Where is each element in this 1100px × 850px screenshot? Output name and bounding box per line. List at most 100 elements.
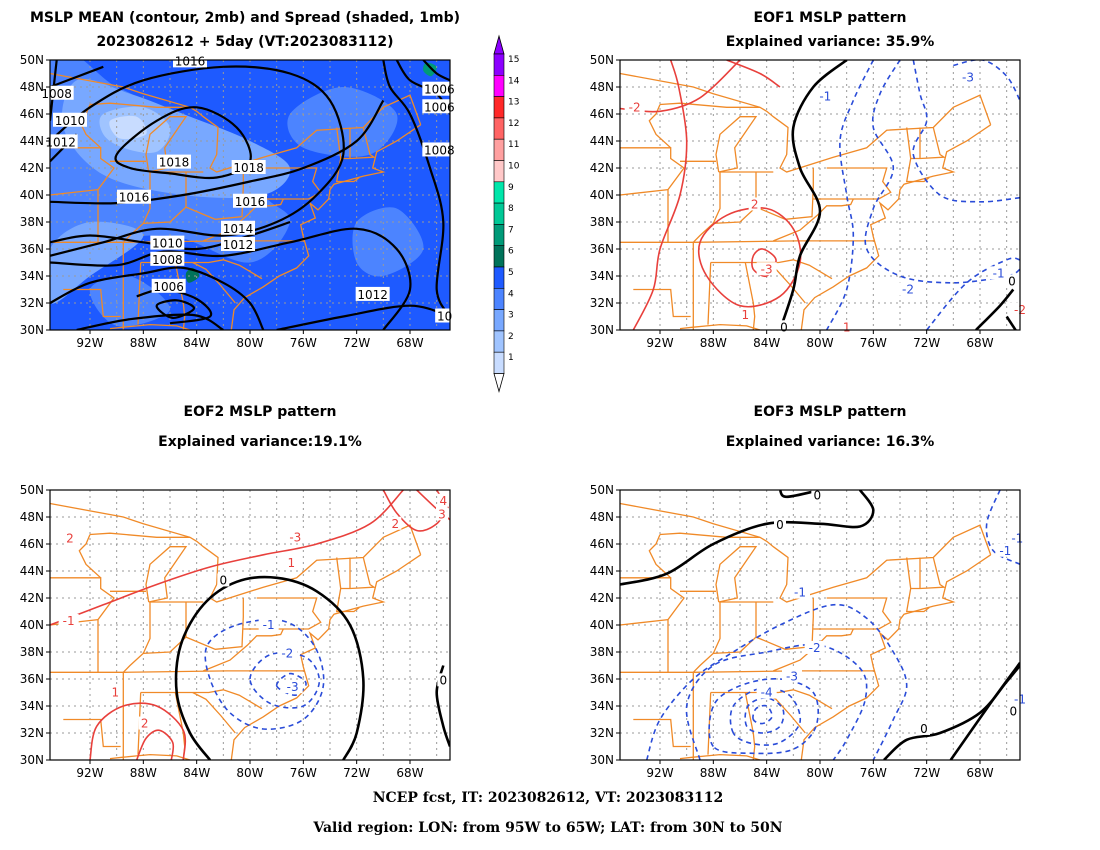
contour-line [135,729,175,760]
contour-label-bg [150,235,185,250]
boundary-line [185,168,244,220]
boundary-line [707,692,712,755]
boundary-line [679,753,761,761]
lon-tick-label: 80W [806,336,833,350]
contour-label: -1 [794,586,806,600]
lat-tick-label: 30N [20,323,44,337]
contour-label: 1006 [153,280,184,294]
boundary-line [905,557,930,613]
contour-label-bg [774,518,786,532]
boundary-line [713,172,757,225]
contour-label: -3 [786,669,798,683]
contour-label: 1 [742,308,750,322]
eof1-title: EOF1 MSLP pattern [753,10,907,26]
contour-line [949,662,1020,760]
boundary-line [192,691,236,734]
contour-label: 1014 [223,222,254,236]
contour-line [864,60,1020,284]
boundary-line [109,323,191,331]
contour-label: 2 [66,532,74,546]
boundary-line [185,598,244,650]
contour-label: 0 [1010,704,1018,718]
lat-tick-label: 40N [590,618,614,632]
boundary-line [89,532,190,538]
contour-label-bg [918,721,930,735]
contour-label: 1018 [233,161,264,175]
lat-tick-label: 42N [590,591,614,605]
lon-tick-label: 92W [76,766,103,780]
contour-label-bg [958,70,978,84]
boundary-line [813,597,892,630]
lon-tick-label: 72W [913,336,940,350]
contour-label: 1 [112,686,120,700]
boundary-line [89,102,190,108]
lat-tick-label: 30N [590,753,614,767]
colorbar-label: 5 [508,268,514,278]
lat-tick-label: 36N [590,242,614,256]
lat-tick-label: 38N [20,645,44,659]
contour-label: 0 [1008,274,1016,288]
contour-label-bg [624,100,645,114]
contour-label: 1016 [235,195,266,209]
contour-line [778,60,848,330]
contour-label-bg [995,543,1016,557]
lat-tick-label: 36N [590,672,614,686]
contour-label: 0 [780,320,788,334]
contour-label-bg [898,282,918,296]
state-boundaries [619,502,992,761]
boundary-line [744,262,756,331]
lat-tick-label: 46N [590,107,614,121]
lon-tick-label: 72W [913,766,940,780]
contour-label: 10 [437,310,452,324]
contour-line [752,704,773,725]
contour-label-bg [790,585,810,599]
contour-label-bg [64,531,76,545]
contour-line [204,618,325,731]
boundary-line [715,546,758,603]
lon-tick-label: 72W [343,336,370,350]
contour-line [620,490,875,586]
contour-label: -1 [999,544,1011,558]
colorbar-segment [493,288,505,310]
contour-line [50,65,345,257]
lon-tick-label: 76W [290,336,317,350]
contour-label-bg [389,516,402,530]
boundary-line [243,597,322,630]
colorbar-segment [493,160,505,183]
contour-label-bg [151,278,186,293]
boundary-line [620,147,694,330]
lat-tick-label: 46N [590,537,614,551]
contour-label-bg [437,493,450,507]
contour-label-bg [39,85,74,100]
boundary-line [773,198,854,242]
contour-label: -1 [263,618,275,632]
contour-label-bg [221,236,255,251]
lat-tick-label: 38N [20,215,44,229]
boundary-line [715,116,758,173]
contour-label: 1006 [424,83,455,97]
contour-label: 0 [920,722,928,736]
boundary-line [910,127,946,160]
contour-line [685,643,868,760]
contour-label-bg [804,640,825,654]
contour-label: 0 [814,488,822,502]
contour-label-bg [1007,704,1020,718]
boundary-line [800,554,992,761]
contour-line [632,60,688,330]
contour-label: 1012 [45,135,76,149]
boundary-line [648,534,672,579]
colorbar-label: 15 [508,55,519,65]
contour-label: -3 [287,680,299,694]
contour-label: -2 [809,641,821,655]
lon-tick-label: 68W [966,766,993,780]
boundary-line [710,259,833,280]
colorbar-segment [493,309,505,332]
boundary-line [143,172,187,225]
spread-fill [287,87,398,157]
lat-tick-label: 30N [20,753,44,767]
contour-label-bg [422,99,457,114]
contour-label: 1012 [357,288,388,302]
grid-lines [620,60,1020,330]
boundary-line [619,502,992,603]
